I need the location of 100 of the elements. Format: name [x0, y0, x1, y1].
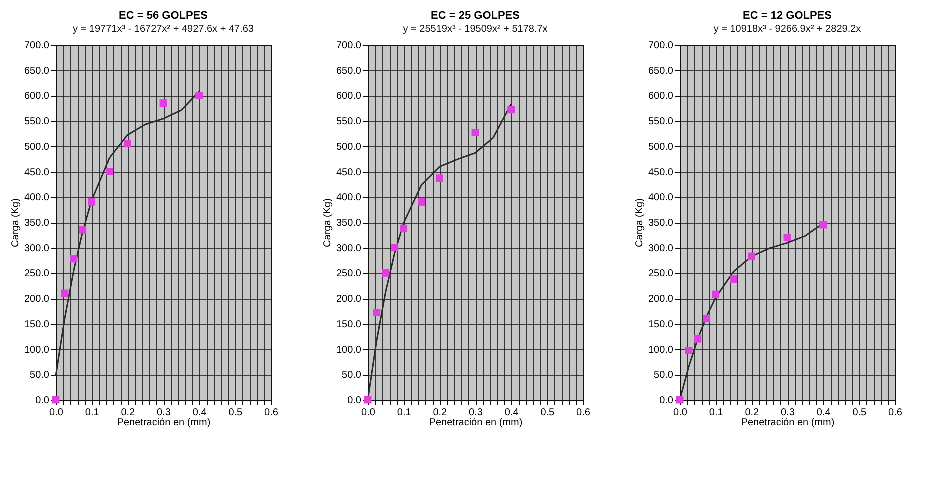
point [820, 221, 828, 229]
y-tick-label: 550.0 [648, 116, 674, 128]
x-axis-title: Penetración en (mm) [741, 418, 835, 428]
x-axis-title: Penetración en (mm) [429, 418, 523, 428]
x-tick-label: 0.4 [192, 408, 208, 418]
point [196, 92, 204, 100]
point [436, 174, 444, 182]
y-tick-label: 500.0 [648, 142, 674, 153]
y-tick-label: 350.0 [336, 218, 362, 229]
x-tick-label: 0.1 [85, 408, 100, 418]
x-tick-label: 0.3 [157, 408, 172, 418]
point [391, 244, 399, 252]
point [382, 270, 390, 277]
x-tick-label: 0.6 [888, 408, 903, 418]
point [88, 198, 96, 206]
x-tick-label: 0.5 [852, 408, 868, 418]
y-tick-label: 150.0 [336, 319, 362, 330]
point [703, 315, 711, 323]
x-tick-label: 0.5 [228, 408, 244, 418]
y-tick-label: 650.0 [648, 66, 674, 77]
y-tick-label: 450.0 [648, 167, 674, 178]
x-tick-label: 0.2 [121, 408, 136, 418]
x-tick-label: 0.1 [397, 408, 412, 418]
text: y = 10918x³ - 9266.9x² + 2829.2x [714, 24, 862, 35]
point [694, 335, 702, 343]
y-tick-label: 100.0 [648, 344, 674, 356]
y-tick-label: 700.0 [336, 40, 362, 52]
x-axis-title: Penetración en (mm) [117, 418, 211, 428]
x-tick-label: 0.4 [816, 408, 832, 418]
y-tick-label: 500.0 [24, 142, 50, 153]
y-tick-label: 700.0 [648, 40, 674, 52]
point [472, 129, 480, 136]
point [418, 198, 426, 206]
text: y = 25519x³ - 19509x² + 5178.7x [403, 24, 548, 35]
y-tick-label: 550.0 [24, 116, 50, 128]
x-tick-label: 0.1 [709, 408, 724, 418]
x-tick-label: 0.0 [362, 408, 376, 418]
y-tick-label: 200.0 [648, 294, 674, 306]
point [160, 100, 168, 108]
y-tick-label: 50.0 [30, 370, 50, 382]
y-tick-label: 50.0 [654, 370, 674, 382]
y-tick-label: 150.0 [648, 319, 674, 330]
y-tick-label: 600.0 [336, 91, 362, 102]
y-tick-label: 0.0 [348, 396, 362, 406]
point [748, 252, 756, 260]
x-tick-label: 0.3 [469, 408, 484, 418]
point [79, 226, 87, 234]
y-tick-label: 100.0 [336, 344, 362, 356]
x-tick-label: 0.6 [264, 408, 279, 418]
y-tick-label: 450.0 [24, 167, 50, 178]
y-tick-label: 200.0 [24, 294, 50, 306]
y-tick-label: 250.0 [24, 268, 50, 280]
y-tick-label: 400.0 [336, 192, 362, 204]
y-tick-label: 550.0 [336, 116, 362, 128]
x-tick-label: 0.3 [781, 408, 796, 418]
point [106, 168, 114, 176]
y-tick-label: 300.0 [648, 243, 674, 254]
y-tick-label: 250.0 [336, 268, 362, 280]
y-tick-label: 650.0 [24, 66, 50, 77]
y-tick-label: 450.0 [336, 167, 362, 178]
point [730, 276, 738, 284]
y-tick-label: 150.0 [24, 319, 50, 330]
y-tick-label: 0.0 [660, 396, 674, 406]
x-tick-label: 0.6 [576, 408, 591, 418]
chart-title: EC = 25 GOLPES [431, 10, 520, 22]
y-tick-label: 500.0 [336, 142, 362, 153]
y-tick-label: 350.0 [24, 218, 50, 229]
y-tick-label: 400.0 [24, 192, 50, 204]
x-tick-label: 0.2 [745, 408, 760, 418]
y-tick-label: 300.0 [24, 243, 50, 254]
y-tick-label: 100.0 [24, 344, 50, 356]
x-tick-label: 0.2 [433, 408, 448, 418]
point [685, 347, 693, 355]
x-tick-label: 0.5 [540, 408, 556, 418]
point [373, 309, 381, 316]
y-tick-label: 50.0 [342, 370, 362, 382]
y-tick-label: 600.0 [24, 91, 50, 102]
x-tick-label: 0.0 [674, 408, 688, 418]
y-tick-label: 650.0 [336, 66, 362, 77]
point [508, 106, 516, 114]
chart-title: EC = 12 GOLPES [743, 10, 832, 22]
y-tick-label: 0.0 [36, 396, 50, 406]
point [124, 140, 132, 148]
chart-title: EC = 56 GOLPES [119, 10, 208, 22]
point [712, 290, 720, 298]
y-tick-label: 200.0 [336, 294, 362, 306]
y-axis-title: Carga (Kg) [322, 198, 334, 248]
y-tick-label: 350.0 [648, 218, 674, 229]
y-axis-title: Carga (Kg) [634, 198, 646, 248]
y-tick-label: 250.0 [648, 268, 674, 280]
point [784, 234, 792, 242]
y-tick-label: 700.0 [24, 40, 50, 52]
y-axis-title: Carga (Kg) [10, 198, 22, 248]
y-tick-label: 300.0 [336, 243, 362, 254]
text: y = 19771x³ - 16727x² + 4927.6x + 47.63 [73, 24, 254, 35]
x-tick-label: 0.4 [504, 408, 520, 418]
x-tick-label: 0.0 [50, 408, 64, 418]
point [70, 255, 78, 263]
point [400, 224, 408, 232]
y-tick-label: 400.0 [648, 192, 674, 204]
